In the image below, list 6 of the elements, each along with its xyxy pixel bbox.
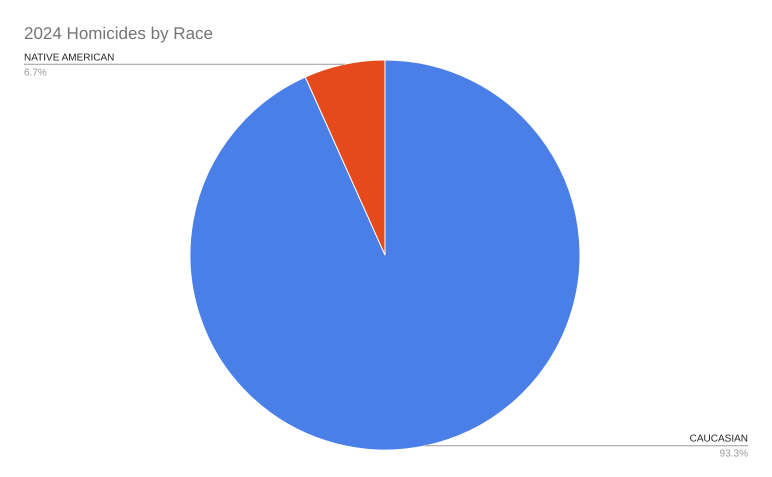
slice-label: CAUCASIAN bbox=[690, 434, 748, 445]
data-label: 93.3% bbox=[720, 448, 748, 460]
chart-title: 2024 Homicides by Race bbox=[24, 24, 213, 43]
pie-slice bbox=[190, 60, 580, 450]
data-label: 6.7% bbox=[24, 67, 47, 78]
slice-label: NATIVE AMERICAN bbox=[24, 52, 114, 64]
